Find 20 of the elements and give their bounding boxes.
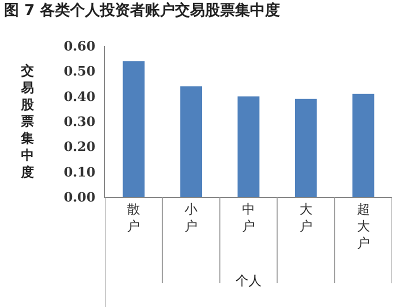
y-tick-label: 0.30 (64, 115, 96, 130)
x-tick-label: 中户 (242, 202, 255, 234)
x-tick-label: 大户 (299, 202, 312, 234)
x-axis-title: 个人 (236, 274, 262, 289)
y-tick-label: 0.40 (64, 90, 96, 105)
y-tick-label: 0.20 (64, 140, 96, 156)
x-tick-label: 小户 (184, 202, 198, 234)
bar (122, 61, 145, 197)
y-tick-label: 0.10 (64, 165, 96, 180)
x-tick-label: 超大户 (356, 202, 370, 252)
bar (294, 98, 317, 197)
y-tick-label: 0.60 (64, 40, 96, 55)
y-axis-title: 交易股票集中度 (20, 63, 35, 180)
bar (238, 96, 260, 197)
y-tick-label: 0.00 (64, 190, 96, 206)
x-tick-label: 散户 (127, 202, 140, 234)
bar (352, 94, 374, 197)
bar (180, 86, 202, 197)
chart-title: 图 7 各类个人投资者账户交易股票集中度 (4, 1, 280, 20)
y-tick-label: 0.50 (64, 64, 96, 80)
